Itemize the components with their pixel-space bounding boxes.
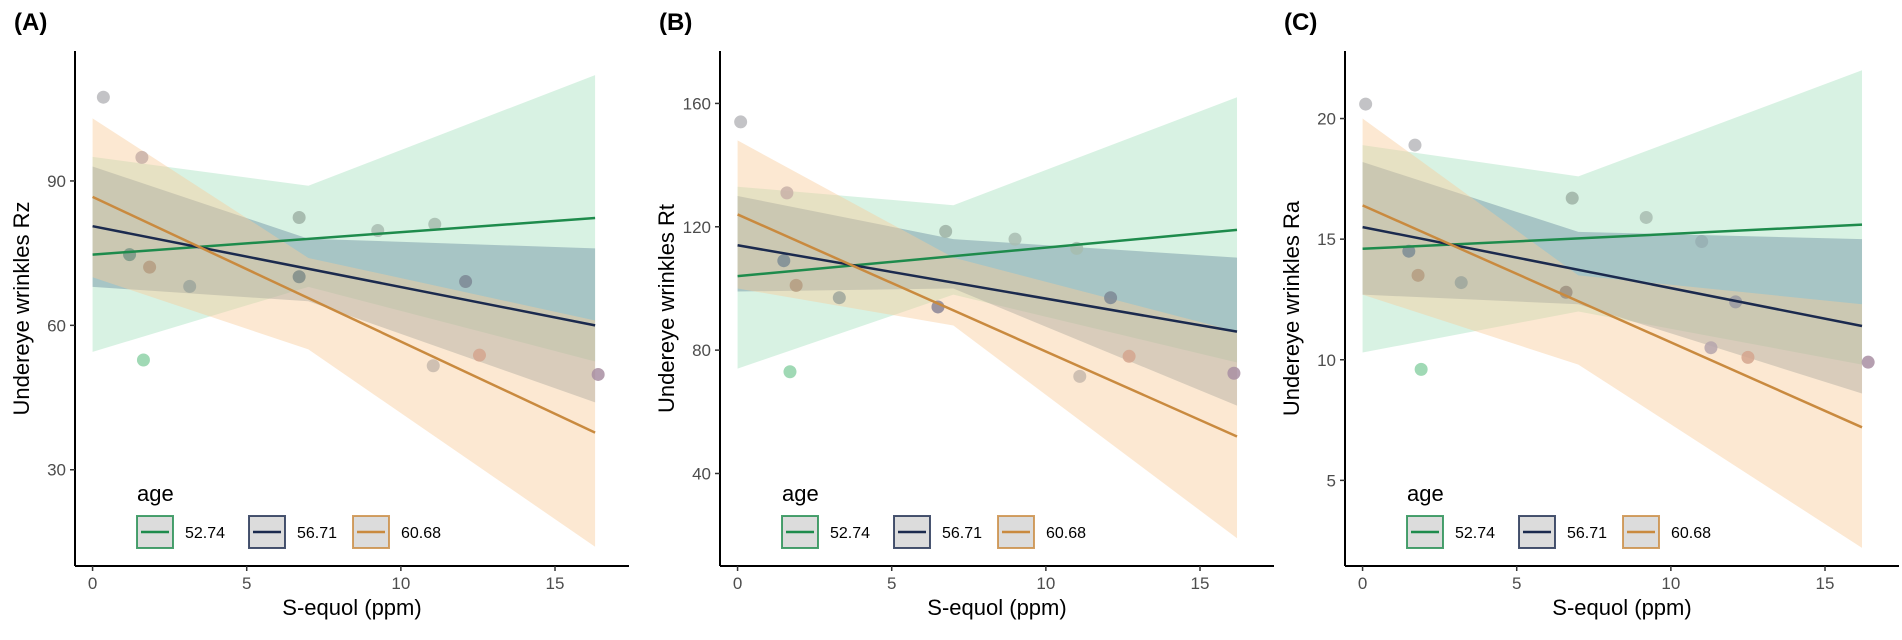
legend-label: 60.68	[401, 525, 441, 542]
data-point	[1104, 291, 1118, 305]
x-tick-label: 15	[1191, 574, 1210, 593]
regression-line-56.71	[737, 244, 1238, 333]
data-point	[428, 217, 442, 231]
data-point	[459, 275, 473, 289]
x-tick-label: 10	[1661, 574, 1680, 593]
data-point	[123, 248, 137, 262]
data-point	[1408, 138, 1422, 152]
regression-line-52.74	[737, 228, 1238, 278]
data-point	[1861, 355, 1875, 369]
data-point	[1704, 341, 1718, 355]
data-point	[777, 254, 791, 268]
x-tick-label: 0	[733, 574, 742, 593]
x-tick-label: 5	[242, 574, 251, 593]
y-tick-label: 10	[1317, 351, 1336, 370]
data-point	[183, 279, 197, 293]
data-point	[292, 270, 306, 284]
legend-title: age	[782, 481, 819, 506]
panel-b: 0 5 10 15 40 80 120 160 S-equol (ppm) Undereye wr…	[654, 9, 1274, 620]
data-point	[789, 278, 803, 292]
panel-label: (A)	[14, 9, 47, 36]
data-point	[292, 211, 306, 225]
x-tick-label: 15	[1816, 574, 1835, 593]
data-point	[832, 291, 846, 305]
y-axis-title: Undereye wrinkles Rz	[9, 202, 34, 416]
data-point	[780, 186, 794, 200]
legend-title: age	[1407, 481, 1444, 506]
x-tick-label: 5	[1512, 574, 1521, 593]
panel-label: (B)	[659, 9, 692, 36]
legend-label: 52.74	[1455, 525, 1495, 542]
legend-label: 56.71	[1567, 525, 1607, 542]
x-tick-label: 10	[1036, 574, 1055, 593]
data-point	[1741, 350, 1755, 364]
panel-c: 0 5 10 15 5 10 15 20 S-equol (ppm) Undereye wrink…	[1279, 9, 1899, 620]
data-point	[143, 260, 157, 274]
confidence-band-52.74	[1362, 70, 1863, 365]
legend-label: 52.74	[185, 525, 225, 542]
confidence-band-60.68	[92, 118, 596, 547]
y-axis-title: Undereye wrinkles Rt	[654, 204, 679, 413]
legend-label: 56.71	[942, 525, 982, 542]
regression-line-60.68	[92, 195, 596, 434]
data-point	[96, 90, 110, 104]
y-tick-label: 160	[683, 94, 711, 113]
confidence-band-60.68	[1362, 118, 1863, 548]
x-tick-label: 15	[546, 574, 565, 593]
data-point	[1454, 276, 1468, 290]
data-point	[136, 353, 150, 367]
legend-label: 60.68	[1671, 525, 1711, 542]
x-axis-title: S-equol (ppm)	[282, 595, 421, 620]
data-point	[939, 224, 953, 238]
regression-line-60.68	[737, 213, 1238, 438]
regression-line-60.68	[1362, 204, 1863, 429]
y-tick-label: 60	[47, 316, 66, 335]
data-point	[591, 367, 605, 381]
y-tick-label: 40	[692, 464, 711, 483]
legend-label: 60.68	[1046, 525, 1086, 542]
x-axis-title: S-equol (ppm)	[927, 595, 1066, 620]
data-point	[1695, 235, 1709, 249]
y-tick-label: 90	[47, 172, 66, 191]
y-tick-label: 15	[1317, 230, 1336, 249]
y-tick-label: 80	[692, 341, 711, 360]
x-tick-label: 0	[88, 574, 97, 593]
data-point	[135, 150, 149, 164]
panel-label: (C)	[1284, 9, 1317, 36]
y-tick-label: 20	[1317, 110, 1336, 129]
legend-title: age	[137, 481, 174, 506]
data-point	[1639, 210, 1653, 224]
data-point	[783, 365, 797, 379]
data-point	[1411, 268, 1425, 282]
x-tick-label: 0	[1358, 574, 1367, 593]
regression-line-56.71	[92, 224, 596, 327]
x-tick-label: 10	[391, 574, 410, 593]
x-axis-title: S-equol (ppm)	[1552, 595, 1691, 620]
data-point	[1122, 349, 1136, 363]
confidence-band-60.68	[737, 140, 1238, 539]
data-point	[426, 359, 440, 373]
data-point	[472, 348, 486, 362]
data-point	[1565, 191, 1579, 205]
data-point	[1414, 362, 1428, 376]
y-tick-label: 30	[47, 461, 66, 480]
y-axis-title: Undereye wrinkles Ra	[1279, 200, 1304, 416]
confidence-band-52.74	[92, 75, 596, 362]
panel-a: 0 5 10 15 30 60 90 S-equol (ppm) Undereye wrinkl…	[9, 9, 629, 620]
legend-label: 52.74	[830, 525, 870, 542]
confidence-band-56.71	[92, 166, 596, 403]
x-tick-label: 5	[887, 574, 896, 593]
confidence-band-56.71	[737, 195, 1238, 406]
data-point	[1073, 369, 1087, 383]
regression-line-52.74	[92, 216, 596, 256]
data-point	[1227, 366, 1241, 380]
y-tick-label: 120	[683, 218, 711, 237]
data-point	[1359, 97, 1373, 111]
data-point	[1008, 232, 1022, 246]
data-point	[734, 115, 748, 129]
y-tick-label: 5	[1327, 471, 1336, 490]
legend-label: 56.71	[297, 525, 337, 542]
